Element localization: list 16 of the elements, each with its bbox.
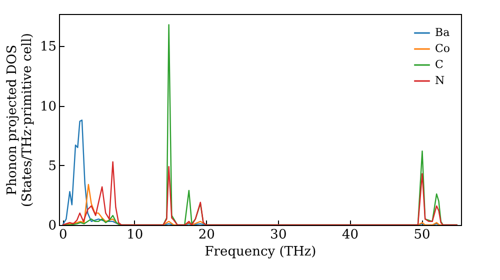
- legend-label: Ba: [435, 26, 450, 39]
- y-axis-title: Phonon projected DOS (States/THz·primitive cell): [4, 32, 35, 208]
- legend-label: C: [435, 58, 444, 71]
- x-tick-label: 50: [414, 228, 430, 242]
- legend-label: Co: [435, 42, 450, 55]
- y-tick-label: 5: [48, 158, 56, 174]
- line-series: [62, 161, 458, 225]
- legend-label: N: [435, 74, 445, 87]
- x-tick-label: 30: [270, 228, 287, 242]
- y-tick-label: 10: [40, 99, 56, 114]
- x-tick-label: 40: [342, 228, 359, 242]
- x-tick-label: 10: [126, 228, 144, 242]
- x-tick-label: 0: [58, 228, 68, 242]
- y-tick-label: 15: [40, 40, 56, 55]
- x-tick-label: 20: [198, 228, 215, 242]
- x-axis-title: Frequency (THz): [204, 244, 316, 260]
